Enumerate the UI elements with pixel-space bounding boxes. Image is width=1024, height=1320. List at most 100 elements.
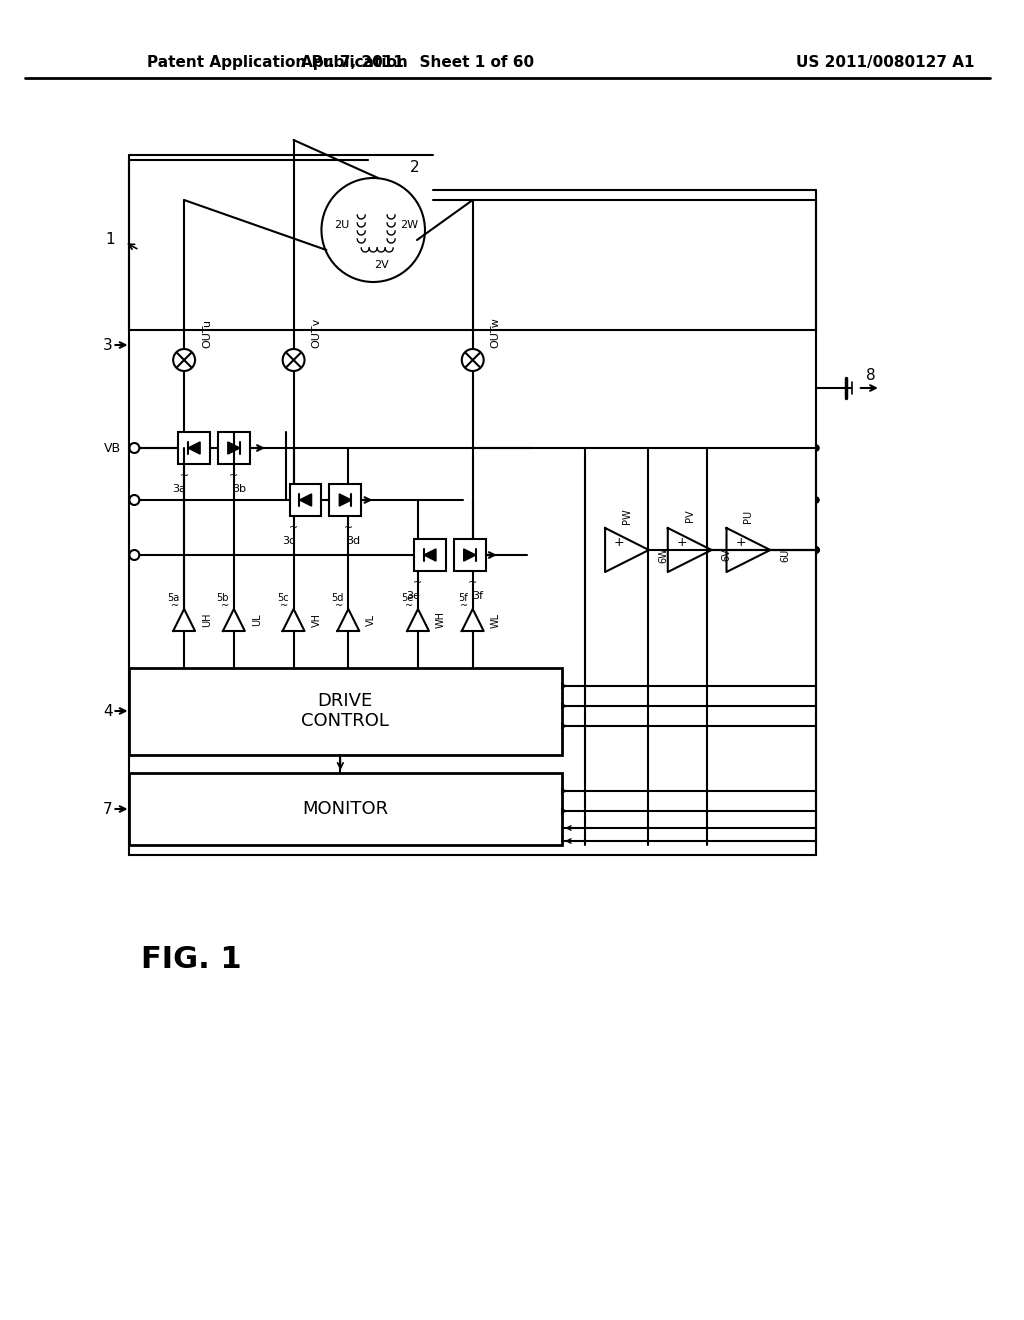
Text: ~: ~ <box>460 601 468 611</box>
Text: DRIVE
CONTROL: DRIVE CONTROL <box>301 692 389 730</box>
Circle shape <box>291 498 297 503</box>
Text: 8: 8 <box>866 368 876 384</box>
Text: 3c: 3c <box>282 536 295 546</box>
Polygon shape <box>227 442 240 454</box>
Text: 5c: 5c <box>276 593 289 603</box>
Text: 5d: 5d <box>331 593 343 603</box>
Text: ~: ~ <box>289 523 298 533</box>
Polygon shape <box>726 528 770 572</box>
Text: WL: WL <box>490 612 501 627</box>
Polygon shape <box>188 442 200 454</box>
Text: 3a: 3a <box>172 484 186 494</box>
Bar <box>414 539 445 572</box>
Text: FIG. 1: FIG. 1 <box>141 945 242 974</box>
Text: +: + <box>677 536 687 549</box>
Circle shape <box>813 546 819 553</box>
Text: 5a: 5a <box>167 593 179 603</box>
Text: WH: WH <box>436 611 445 628</box>
Circle shape <box>129 550 139 560</box>
Text: ~: ~ <box>281 601 289 611</box>
Bar <box>290 484 322 516</box>
Circle shape <box>462 348 483 371</box>
Circle shape <box>181 445 187 451</box>
Circle shape <box>415 498 421 503</box>
Text: ~: ~ <box>404 601 413 611</box>
Text: 2W: 2W <box>400 220 418 230</box>
Text: ~: ~ <box>221 601 229 611</box>
Polygon shape <box>668 528 712 572</box>
Circle shape <box>129 444 139 453</box>
Circle shape <box>813 546 819 553</box>
Text: UH: UH <box>202 612 212 627</box>
Text: 4: 4 <box>102 704 113 718</box>
Text: VB: VB <box>104 441 122 454</box>
Circle shape <box>686 723 692 729</box>
Bar <box>330 484 361 516</box>
Text: 3e: 3e <box>407 591 420 601</box>
Circle shape <box>813 546 819 553</box>
Text: Patent Application Publication: Patent Application Publication <box>147 55 408 70</box>
Text: +: + <box>614 536 625 549</box>
Text: VL: VL <box>367 614 376 626</box>
Circle shape <box>470 498 476 503</box>
Text: PV: PV <box>685 510 694 523</box>
Text: ~: ~ <box>468 578 477 587</box>
Circle shape <box>283 348 304 371</box>
Circle shape <box>813 546 819 553</box>
Bar <box>454 539 485 572</box>
Circle shape <box>318 498 325 503</box>
Text: MONITOR: MONITOR <box>302 800 388 818</box>
Bar <box>129 668 562 755</box>
Circle shape <box>470 445 476 451</box>
Text: Apr. 7, 2011   Sheet 1 of 60: Apr. 7, 2011 Sheet 1 of 60 <box>301 55 535 70</box>
Text: PW: PW <box>622 508 632 524</box>
Text: US 2011/0080127 A1: US 2011/0080127 A1 <box>797 55 975 70</box>
Text: 2: 2 <box>411 161 420 176</box>
Circle shape <box>322 178 425 282</box>
Text: VH: VH <box>311 612 322 627</box>
Text: ~: ~ <box>171 601 179 611</box>
Circle shape <box>686 704 692 709</box>
Circle shape <box>703 445 710 451</box>
Text: OUTu: OUTu <box>202 319 212 348</box>
Text: PU: PU <box>743 510 754 523</box>
Text: 3b: 3b <box>231 484 246 494</box>
Polygon shape <box>424 549 436 561</box>
Circle shape <box>173 348 195 371</box>
Polygon shape <box>339 494 351 506</box>
Text: 1: 1 <box>104 232 115 248</box>
Bar <box>178 432 210 465</box>
Polygon shape <box>605 528 649 572</box>
Circle shape <box>813 498 819 503</box>
Text: 3d: 3d <box>346 536 360 546</box>
Circle shape <box>286 445 292 451</box>
Text: ~: ~ <box>335 601 343 611</box>
Circle shape <box>442 552 449 558</box>
Circle shape <box>286 498 292 503</box>
Text: OUTv: OUTv <box>311 318 322 348</box>
Text: ~: ~ <box>179 471 188 480</box>
Text: 2U: 2U <box>334 220 349 230</box>
Bar <box>129 330 816 855</box>
Text: 6W: 6W <box>658 546 669 562</box>
Text: 5f: 5f <box>458 593 468 603</box>
Circle shape <box>813 445 819 451</box>
Text: ~: ~ <box>344 523 353 533</box>
Text: 7: 7 <box>102 801 113 817</box>
Text: 5e: 5e <box>400 593 413 603</box>
Text: OUTw: OUTw <box>490 317 501 348</box>
Bar <box>129 774 562 845</box>
Circle shape <box>129 495 139 506</box>
Circle shape <box>645 445 651 451</box>
Bar <box>218 432 250 465</box>
Circle shape <box>291 445 297 451</box>
Circle shape <box>207 445 213 451</box>
Text: 6V: 6V <box>722 549 731 561</box>
Text: 2V: 2V <box>374 260 388 271</box>
Polygon shape <box>464 549 476 561</box>
Circle shape <box>181 445 187 451</box>
Circle shape <box>345 445 351 451</box>
Text: +: + <box>735 536 746 549</box>
Text: UL: UL <box>252 614 262 626</box>
Polygon shape <box>299 494 311 506</box>
